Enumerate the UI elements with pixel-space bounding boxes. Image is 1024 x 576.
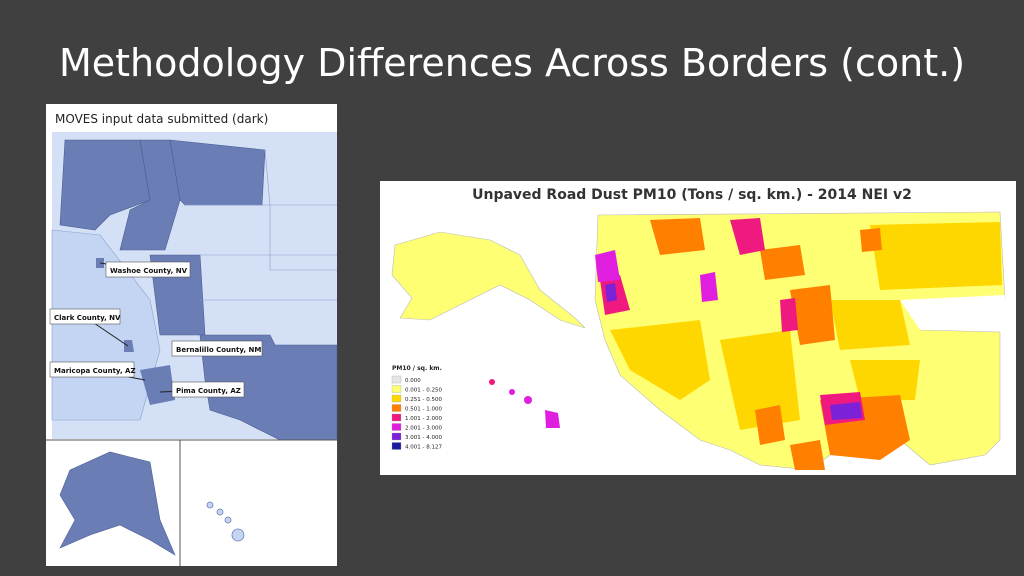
legend-label: 0.000 bbox=[405, 378, 421, 384]
blank bbox=[900, 295, 1005, 330]
slide-title: Methodology Differences Across Borders (… bbox=[59, 41, 965, 85]
legend: PM10 / sq. km. 0.000 0.001 - 0.250 0.251 - … bbox=[391, 365, 442, 451]
patch bbox=[850, 360, 920, 400]
island bbox=[206, 501, 214, 509]
patch bbox=[760, 245, 805, 280]
patch bbox=[730, 218, 765, 255]
county-dark bbox=[124, 340, 134, 352]
patch bbox=[780, 298, 798, 332]
legend-label: 4.001 - 8.127 bbox=[405, 445, 442, 451]
island bbox=[545, 410, 560, 428]
legend-label: 2.001 - 3.000 bbox=[405, 426, 442, 432]
patch bbox=[860, 228, 882, 252]
island bbox=[231, 528, 245, 542]
patch bbox=[790, 285, 835, 345]
right-title: Unpaved Road Dust PM10 (Tons / sq. km.) … bbox=[472, 187, 912, 203]
legend-swatch bbox=[391, 394, 402, 403]
legend-swatch bbox=[391, 423, 402, 431]
island bbox=[224, 516, 232, 524]
legend-label: 0.001 - 0.250 bbox=[405, 388, 442, 394]
island bbox=[216, 508, 224, 516]
county-dark bbox=[140, 365, 175, 405]
island bbox=[489, 379, 495, 385]
violet-patches bbox=[605, 283, 862, 420]
state-border bbox=[264, 149, 337, 271]
patch bbox=[650, 218, 705, 255]
label-box bbox=[49, 308, 121, 325]
patch bbox=[790, 440, 825, 470]
patch bbox=[830, 300, 910, 350]
island bbox=[524, 396, 532, 404]
legend-swatch bbox=[391, 413, 402, 422]
county-label: Pima County, AZ bbox=[176, 387, 241, 395]
hawaii bbox=[489, 379, 560, 428]
alaska bbox=[59, 451, 176, 556]
purple-patches bbox=[595, 250, 718, 302]
patch bbox=[830, 402, 862, 420]
left-map: MOVES input data submitted (dark) bbox=[46, 104, 338, 566]
label-box bbox=[171, 381, 245, 398]
alaska bbox=[391, 231, 586, 329]
state-dark bbox=[169, 139, 266, 206]
right-map: Unpaved Road Dust PM10 (Tons / sq. km.) … bbox=[380, 181, 1016, 475]
label-box bbox=[171, 340, 263, 357]
county-label: Clark County, NV bbox=[54, 314, 121, 322]
county-label: Washoe County, NV bbox=[110, 267, 188, 275]
legend-title: PM10 / sq. km. bbox=[392, 365, 442, 372]
orange-patches bbox=[650, 218, 910, 470]
legend-swatch bbox=[391, 385, 402, 393]
patch bbox=[605, 283, 617, 302]
legend-label: 0.501 - 1.000 bbox=[405, 407, 442, 413]
legend-label: 0.251 - 0.500 bbox=[405, 397, 442, 403]
hawaii bbox=[206, 501, 245, 542]
patch bbox=[610, 320, 710, 400]
patch bbox=[700, 272, 718, 302]
island bbox=[509, 389, 515, 395]
label-box bbox=[105, 261, 191, 278]
county-labels: Washoe County, NV Clark County, NV Bernali… bbox=[49, 261, 263, 398]
county-label: Maricopa County, AZ bbox=[54, 367, 136, 375]
left-caption: MOVES input data submitted (dark) bbox=[55, 112, 268, 126]
patch bbox=[870, 222, 1002, 290]
legend-swatch bbox=[391, 432, 402, 441]
legend-swatch bbox=[391, 442, 402, 450]
legend-swatch bbox=[391, 375, 402, 384]
county-label: Bernalillo County, NM bbox=[176, 346, 261, 354]
legend-swatch bbox=[391, 404, 402, 412]
legend-label: 1.001 - 2.000 bbox=[405, 416, 442, 422]
patch bbox=[595, 250, 620, 282]
label-box bbox=[49, 361, 135, 378]
patch bbox=[755, 405, 785, 445]
legend-label: 3.001 - 4.000 bbox=[405, 435, 442, 441]
